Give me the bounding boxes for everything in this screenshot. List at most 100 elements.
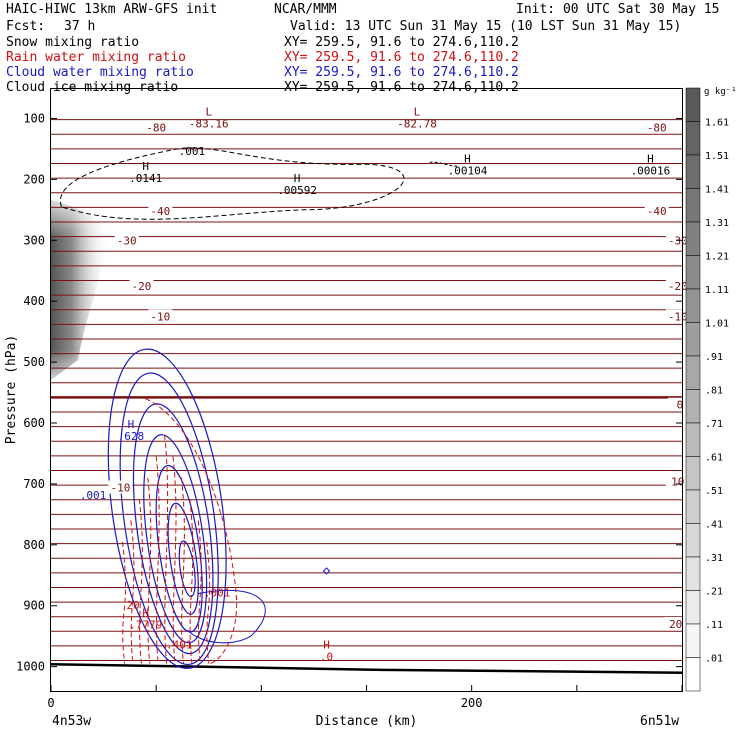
extremum-symbol: L bbox=[414, 105, 421, 118]
isotherm-line bbox=[50, 235, 683, 238]
field-cloudice-xy: XY= 259.5, 91.6 to 274.6,110.2 bbox=[284, 80, 519, 95]
field-snow-name: Snow mixing ratio bbox=[6, 35, 140, 50]
isotherm-line bbox=[50, 395, 683, 399]
isotherm-line bbox=[50, 294, 683, 296]
right-endpoint-label: 6n51w bbox=[640, 714, 679, 729]
colorbar-level: 1.21 bbox=[705, 252, 729, 263]
isotherm-label: -10 bbox=[110, 482, 130, 495]
extremum-value: .00592 bbox=[277, 184, 317, 197]
extremum-symbol: H bbox=[294, 172, 301, 185]
isotherm-label: -20 bbox=[668, 280, 688, 293]
isotherm-line bbox=[50, 367, 683, 369]
field-cloudwater-name: Cloud water mixing ratio bbox=[6, 65, 194, 80]
field-rain-name: Rain water mixing ratio bbox=[6, 50, 187, 65]
extremum-value: .00016 bbox=[631, 164, 671, 177]
contour-label: .001 bbox=[179, 145, 206, 158]
extremum-value: .00104 bbox=[448, 164, 488, 177]
rain-contour bbox=[206, 541, 211, 664]
isotherm-line bbox=[50, 513, 683, 516]
colorbar-level: .91 bbox=[705, 352, 723, 363]
colorbar-unit: g kg⁻¹ bbox=[704, 87, 737, 97]
y-tick-label: 800 bbox=[23, 538, 45, 552]
rain-contour-outer bbox=[145, 398, 238, 665]
isotherm-line bbox=[50, 177, 683, 179]
cloud-water-dot bbox=[322, 567, 331, 575]
field-cloudice-name: Cloud ice mixing ratio bbox=[6, 80, 179, 95]
isotherm-label-bg bbox=[129, 278, 154, 292]
isotherm-line bbox=[50, 469, 683, 472]
extremum-value: .7779 bbox=[129, 619, 162, 632]
x-axis-label: Distance (km) bbox=[316, 714, 418, 729]
y-tick-label: 1000 bbox=[16, 660, 45, 674]
colorbar-swatch bbox=[685, 154, 701, 189]
isotherm-label-bg bbox=[663, 617, 688, 630]
field-rain-xy: XY= 259.5, 91.6 to 274.6,110.2 bbox=[284, 50, 519, 65]
colorbar-swatch bbox=[685, 389, 701, 424]
forecast-hours: 37 h bbox=[64, 19, 96, 34]
extremum-symbol: H bbox=[464, 152, 471, 165]
rain-contour bbox=[130, 520, 135, 664]
extremum-value: -82.78 bbox=[397, 117, 437, 130]
isotherm-line bbox=[50, 191, 683, 194]
rain-contour bbox=[172, 456, 177, 664]
isotherm-line bbox=[50, 615, 683, 618]
colorbar-level: 1.11 bbox=[705, 285, 729, 296]
cloud-water-contour bbox=[107, 348, 227, 669]
colorbar-level: .01 bbox=[705, 654, 723, 665]
isotherm-label-bg bbox=[644, 204, 669, 218]
x-tick-label: 0 bbox=[47, 696, 54, 710]
org-label: NCAR/MMM bbox=[274, 2, 337, 17]
contour-label: .401 bbox=[166, 638, 193, 651]
isotherm-line bbox=[50, 411, 683, 413]
colorbar-swatch bbox=[685, 523, 701, 558]
rain-contour bbox=[189, 499, 194, 664]
cloud-ice-shading bbox=[51, 200, 110, 380]
isotherm-line bbox=[50, 221, 683, 223]
isotherm-label: -40 bbox=[150, 205, 170, 218]
isotherm-line bbox=[50, 498, 683, 501]
extremum-value: -83.16 bbox=[189, 117, 229, 130]
rain-contour bbox=[122, 541, 126, 664]
y-tick-label: 500 bbox=[23, 355, 45, 369]
isotherm-line bbox=[50, 382, 683, 384]
isotherm-line bbox=[50, 542, 683, 545]
colorbar-swatch bbox=[685, 355, 701, 390]
rain-contour bbox=[180, 477, 185, 664]
isotherm-line bbox=[50, 265, 683, 267]
isotherm-line bbox=[50, 528, 683, 530]
isotherm-label: -80 bbox=[146, 122, 166, 135]
model-title: HAIC-HIWC 13km ARW-GFS init bbox=[6, 2, 218, 17]
y-tick-label: 200 bbox=[23, 172, 45, 186]
isotherm-label-bg bbox=[665, 278, 690, 292]
colorbar-swatch bbox=[685, 489, 701, 524]
colorbar-level: 1.31 bbox=[705, 218, 729, 229]
extremum-symbol: H bbox=[647, 152, 654, 165]
colorbar-level: .51 bbox=[705, 486, 723, 497]
snow-contour-small bbox=[429, 161, 458, 167]
colorbar-level: .41 bbox=[705, 520, 723, 531]
isotherm-line bbox=[50, 484, 683, 486]
init-time: Init: 00 UTC Sat 30 May 15 bbox=[516, 2, 720, 17]
field-cloudwater-xy: XY= 259.5, 91.6 to 274.6,110.2 bbox=[284, 65, 519, 80]
isotherm-label: 20 bbox=[669, 618, 682, 631]
colorbar-level: 1.61 bbox=[705, 118, 729, 129]
rain-contour bbox=[155, 456, 160, 664]
isotherm-line bbox=[50, 601, 683, 603]
isotherm-line bbox=[50, 586, 683, 589]
colorbar-swatch bbox=[685, 590, 701, 625]
extremum-symbol: H bbox=[142, 160, 149, 173]
isotherm-label-bg bbox=[665, 309, 690, 323]
isotherm-line bbox=[50, 279, 683, 282]
isotherm-label-bg bbox=[644, 120, 669, 134]
colorbar-level: .71 bbox=[705, 419, 723, 430]
colorbar-level: .81 bbox=[705, 386, 723, 397]
isotherm-label-bg bbox=[148, 309, 173, 323]
isotherm-label-bg bbox=[665, 474, 690, 488]
isotherm-line bbox=[50, 352, 683, 355]
colorbar-swatch bbox=[685, 87, 701, 122]
extremum-symbol: H bbox=[142, 607, 149, 620]
forecast-label: Fcst: bbox=[6, 19, 46, 34]
isotherm-line bbox=[50, 572, 683, 574]
